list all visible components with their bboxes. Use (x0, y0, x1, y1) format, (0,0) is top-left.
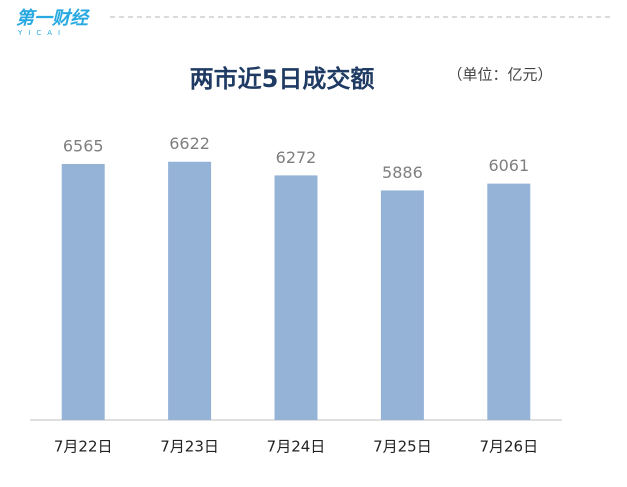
x-tick-label: 7月22日 (54, 438, 113, 456)
bar (168, 161, 212, 420)
bar (487, 183, 531, 420)
x-tick-label: 7月24日 (267, 438, 326, 456)
chart-title: 两市近5日成交额 (190, 65, 375, 93)
x-tick-label: 7月23日 (160, 438, 219, 456)
x-tick-label: 7月25日 (373, 438, 432, 456)
bar (274, 175, 318, 420)
x-tick-label: 7月26日 (479, 438, 538, 456)
data-label: 6622 (169, 134, 210, 153)
logo-text: 第一财经 (16, 8, 91, 29)
bar (61, 163, 105, 420)
data-label: 5886 (382, 163, 423, 182)
data-label: 6061 (488, 156, 529, 175)
chart-subtitle: （单位：亿元） (447, 66, 552, 84)
data-label: 6565 (63, 136, 104, 155)
data-label: 6272 (276, 148, 317, 167)
bar (380, 190, 424, 420)
logo-subtext: YICAI (17, 29, 66, 37)
